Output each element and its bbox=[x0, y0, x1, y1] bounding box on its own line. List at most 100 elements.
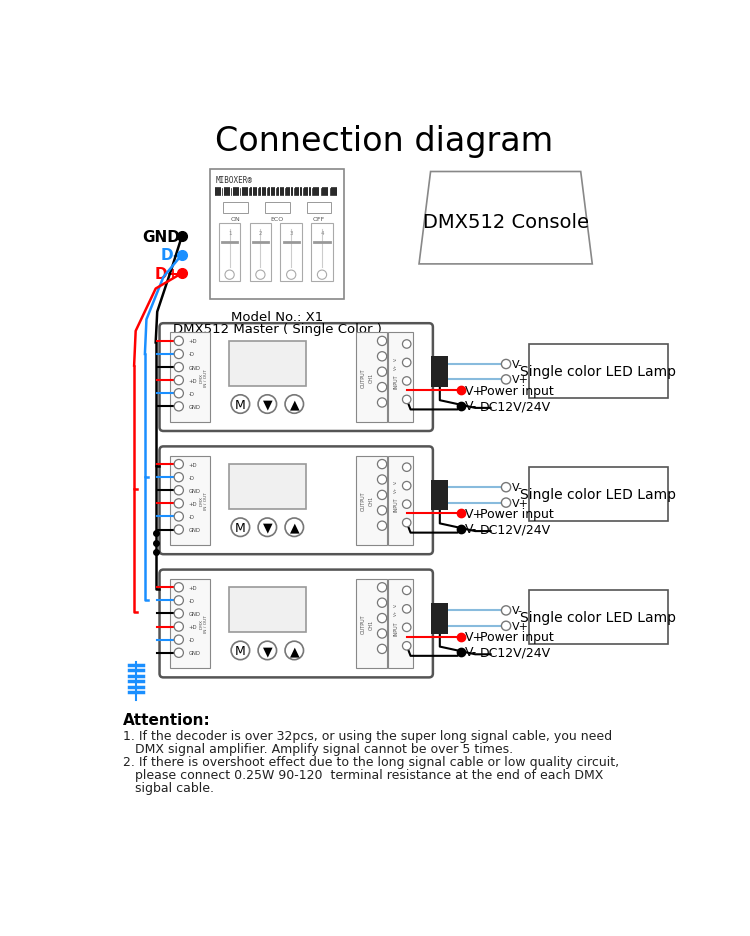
Text: +D: +D bbox=[189, 585, 197, 591]
Text: M: M bbox=[235, 521, 246, 534]
Circle shape bbox=[502, 622, 511, 631]
Text: V+: V+ bbox=[512, 622, 529, 631]
Circle shape bbox=[174, 596, 184, 606]
Text: OUTPUT: OUTPUT bbox=[361, 614, 366, 634]
Circle shape bbox=[174, 363, 184, 373]
Circle shape bbox=[174, 486, 184, 495]
Circle shape bbox=[377, 399, 387, 408]
Bar bbox=[431, 480, 448, 511]
Circle shape bbox=[174, 350, 184, 359]
Text: GND: GND bbox=[189, 404, 201, 409]
Bar bbox=[388, 456, 412, 546]
Text: please connect 0.25W 90-120  terminal resistance at the end of each DMX: please connect 0.25W 90-120 terminal res… bbox=[122, 768, 603, 782]
Circle shape bbox=[403, 519, 411, 527]
Circle shape bbox=[502, 360, 511, 369]
Circle shape bbox=[377, 614, 387, 623]
Text: Single color LED Lamp: Single color LED Lamp bbox=[520, 488, 676, 502]
Circle shape bbox=[377, 598, 387, 607]
Text: V+: V+ bbox=[464, 507, 484, 520]
Text: OUTPUT: OUTPUT bbox=[361, 491, 366, 510]
Text: DMX: DMX bbox=[200, 373, 204, 383]
Bar bbox=[530, 468, 668, 521]
Bar bbox=[388, 579, 412, 668]
Circle shape bbox=[258, 395, 277, 414]
Text: DMX: DMX bbox=[200, 496, 204, 505]
Circle shape bbox=[174, 512, 184, 521]
Circle shape bbox=[377, 337, 387, 346]
Text: GND: GND bbox=[189, 611, 201, 616]
Circle shape bbox=[403, 358, 411, 367]
Text: +D: +D bbox=[189, 624, 197, 629]
Circle shape bbox=[174, 389, 184, 399]
Text: V-: V- bbox=[464, 400, 477, 413]
Text: INPUT: INPUT bbox=[394, 621, 398, 635]
Text: -D: -D bbox=[189, 475, 195, 480]
Text: -D: -D bbox=[189, 515, 195, 519]
Bar bbox=[265, 203, 290, 213]
Circle shape bbox=[502, 375, 511, 385]
Circle shape bbox=[174, 649, 184, 658]
Bar bbox=[170, 579, 209, 668]
Circle shape bbox=[174, 402, 184, 412]
Circle shape bbox=[256, 271, 265, 280]
Circle shape bbox=[174, 337, 184, 346]
Circle shape bbox=[403, 396, 411, 404]
Text: Single color LED Lamp: Single color LED Lamp bbox=[520, 610, 676, 624]
Text: 4: 4 bbox=[320, 230, 324, 236]
Bar bbox=[530, 344, 668, 399]
FancyBboxPatch shape bbox=[160, 446, 433, 555]
Text: -D: -D bbox=[189, 637, 195, 642]
Text: GND: GND bbox=[142, 229, 180, 244]
Text: -D: -D bbox=[189, 391, 195, 396]
Circle shape bbox=[225, 271, 234, 280]
Bar bbox=[311, 224, 333, 282]
Circle shape bbox=[403, 605, 411, 613]
Text: Attention:: Attention: bbox=[122, 712, 210, 727]
Circle shape bbox=[285, 641, 304, 660]
Bar bbox=[431, 603, 448, 634]
Text: CH1: CH1 bbox=[369, 373, 374, 383]
Text: -D: -D bbox=[189, 598, 195, 603]
Text: 1: 1 bbox=[228, 230, 231, 236]
Bar bbox=[224, 203, 248, 213]
Bar bbox=[170, 456, 209, 546]
Circle shape bbox=[377, 506, 387, 516]
Text: 3: 3 bbox=[290, 230, 293, 236]
Text: DC12V/24V: DC12V/24V bbox=[480, 522, 551, 535]
Circle shape bbox=[317, 271, 327, 280]
Circle shape bbox=[377, 368, 387, 377]
Text: V-: V- bbox=[394, 479, 398, 484]
Circle shape bbox=[403, 482, 411, 490]
Circle shape bbox=[174, 583, 184, 592]
Circle shape bbox=[285, 395, 304, 414]
Text: ▲: ▲ bbox=[290, 644, 299, 657]
Text: ▲: ▲ bbox=[290, 521, 299, 534]
Circle shape bbox=[377, 521, 387, 531]
FancyBboxPatch shape bbox=[160, 324, 433, 431]
Polygon shape bbox=[419, 172, 592, 265]
Circle shape bbox=[403, 377, 411, 386]
Circle shape bbox=[502, 499, 511, 507]
Circle shape bbox=[377, 645, 387, 654]
Circle shape bbox=[403, 623, 411, 632]
Circle shape bbox=[377, 352, 387, 361]
Text: M: M bbox=[235, 398, 246, 411]
Text: V-: V- bbox=[394, 603, 398, 607]
Bar bbox=[229, 464, 306, 509]
Text: V-: V- bbox=[464, 522, 477, 535]
Circle shape bbox=[377, 383, 387, 392]
Text: CH1: CH1 bbox=[369, 619, 374, 629]
Circle shape bbox=[174, 499, 184, 508]
Bar bbox=[356, 333, 387, 422]
Circle shape bbox=[377, 475, 387, 485]
Circle shape bbox=[174, 473, 184, 482]
Text: 2. If there is overshoot effect due to the long signal cable or low quality circ: 2. If there is overshoot effect due to t… bbox=[122, 755, 619, 768]
Text: V+: V+ bbox=[394, 363, 398, 370]
Bar bbox=[170, 333, 209, 422]
Bar bbox=[250, 224, 272, 282]
Text: V+: V+ bbox=[512, 498, 529, 508]
Circle shape bbox=[231, 395, 250, 414]
Text: +D: +D bbox=[189, 502, 197, 506]
Text: CH1: CH1 bbox=[369, 496, 374, 505]
Bar bbox=[356, 456, 387, 546]
